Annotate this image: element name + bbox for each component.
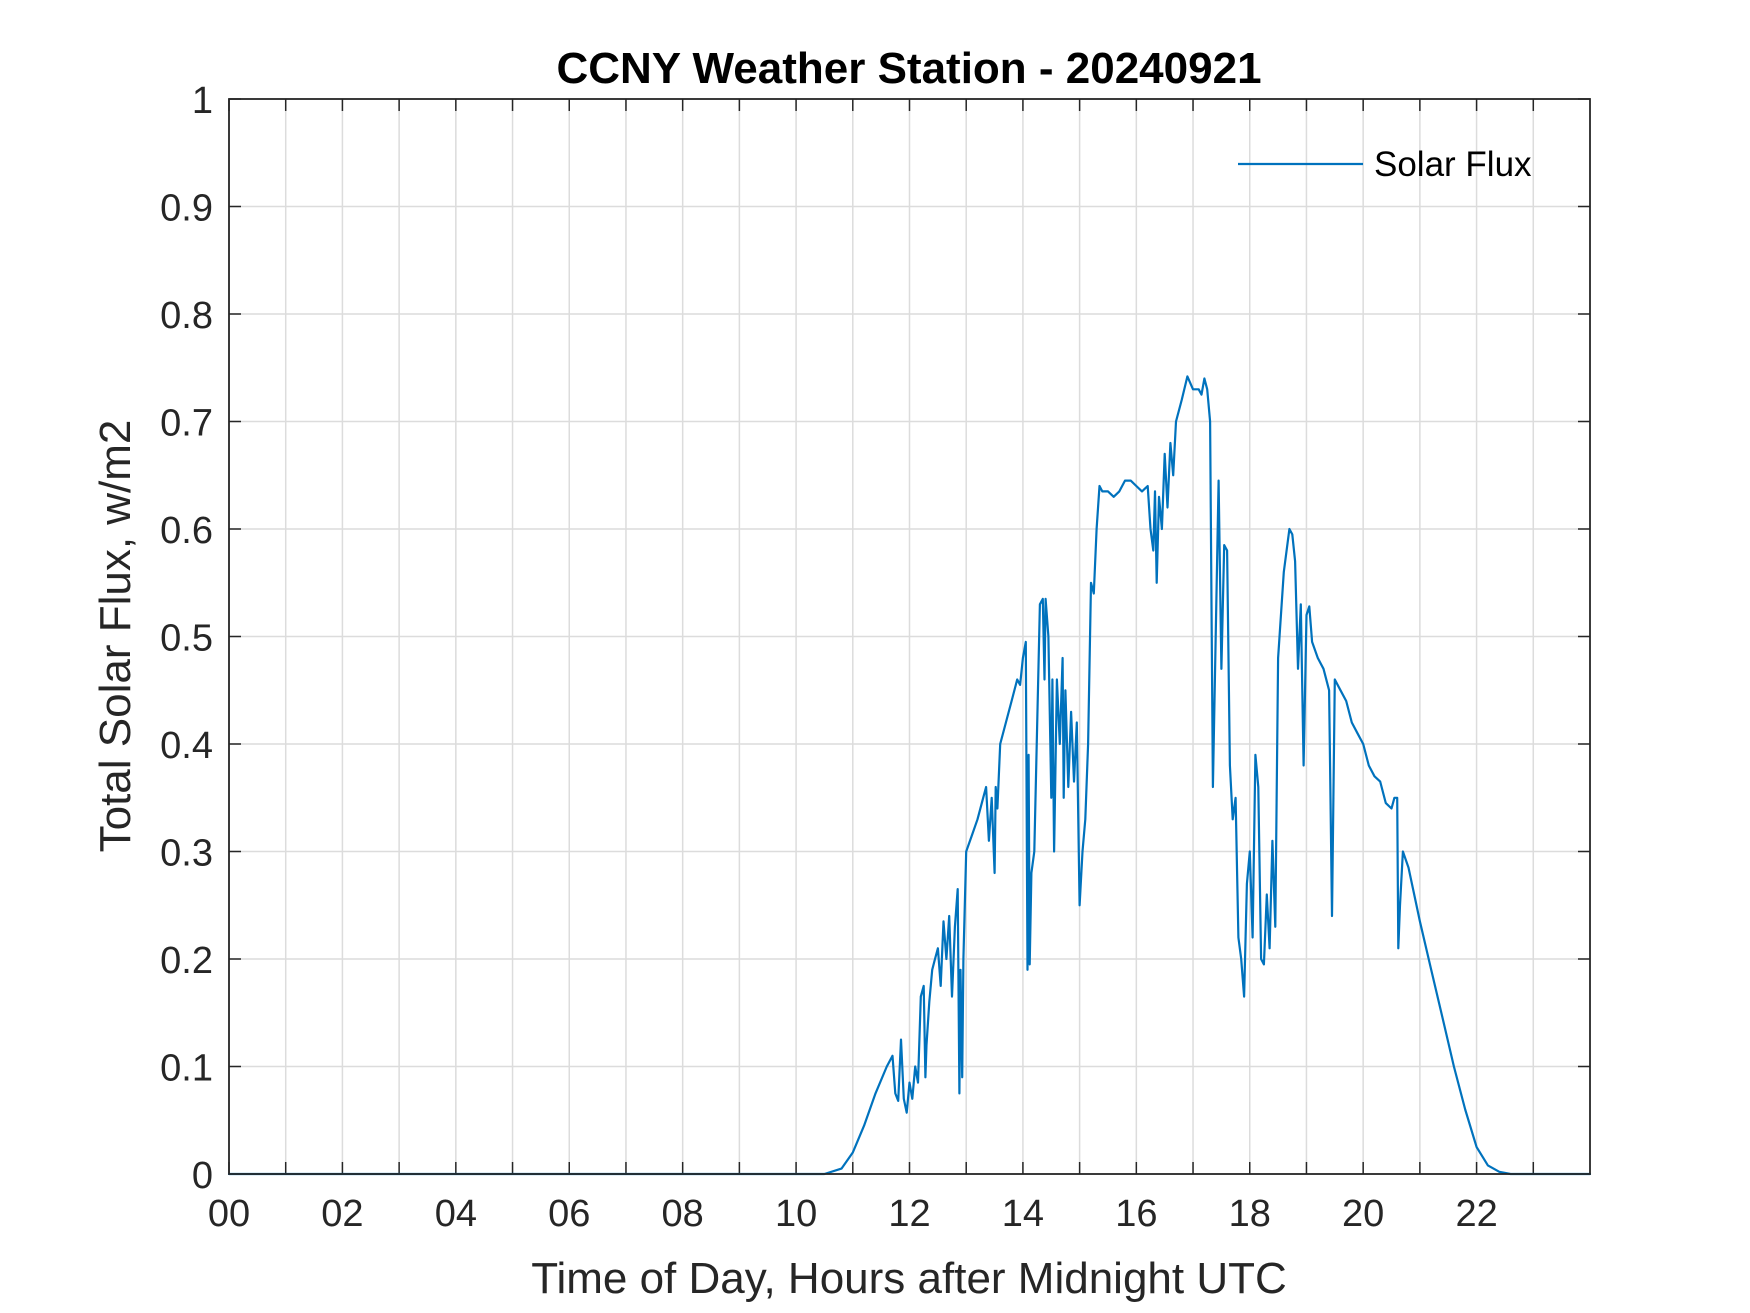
legend-label-solar-flux: Solar Flux bbox=[1374, 145, 1532, 184]
legend: Solar Flux bbox=[1238, 145, 1532, 184]
y-tick-label: 0.3 bbox=[160, 833, 213, 875]
x-tick-labels: 00 02 04 06 08 10 12 14 16 18 20 22 bbox=[208, 1193, 1498, 1235]
x-tick-label: 20 bbox=[1342, 1193, 1384, 1235]
x-tick-label: 06 bbox=[548, 1193, 590, 1235]
y-tick-labels: 0 0.1 0.2 0.3 0.4 0.5 0.6 0.7 0.8 0.9 1 bbox=[160, 80, 213, 1197]
y-tick-label: 0.7 bbox=[160, 403, 213, 445]
x-tick-label: 08 bbox=[662, 1193, 704, 1235]
y-tick-label: 0.4 bbox=[160, 725, 213, 767]
x-tick-label: 02 bbox=[321, 1193, 363, 1235]
y-tick-label: 1 bbox=[192, 80, 213, 122]
axes-frame bbox=[228, 98, 1591, 1175]
x-tick-label: 18 bbox=[1229, 1193, 1271, 1235]
y-tick-label: 0.5 bbox=[160, 618, 213, 660]
y-axis-label: Total Solar Flux, w/m2 bbox=[91, 420, 140, 853]
y-tick-label: 0 bbox=[192, 1155, 213, 1197]
y-tick-label: 0.6 bbox=[160, 510, 213, 552]
tick-marks bbox=[228, 98, 1590, 1175]
y-tick-label: 0.8 bbox=[160, 295, 213, 337]
x-tick-label: 04 bbox=[435, 1193, 477, 1235]
x-tick-label: 00 bbox=[208, 1193, 250, 1235]
x-tick-label: 14 bbox=[1002, 1193, 1044, 1235]
y-tick-label: 0.2 bbox=[160, 940, 213, 982]
x-tick-label: 12 bbox=[888, 1193, 930, 1235]
x-tick-label: 22 bbox=[1455, 1193, 1497, 1235]
series-line-solar-flux bbox=[227, 375, 1592, 1176]
y-tick-label: 0.9 bbox=[160, 188, 213, 230]
x-tick-label: 10 bbox=[775, 1193, 817, 1235]
y-tick-label: 0.1 bbox=[160, 1048, 213, 1090]
chart-title: CCNY Weather Station - 20240921 bbox=[556, 44, 1261, 93]
x-tick-label: 16 bbox=[1115, 1193, 1157, 1235]
x-axis-label: Time of Day, Hours after Midnight UTC bbox=[531, 1254, 1287, 1303]
